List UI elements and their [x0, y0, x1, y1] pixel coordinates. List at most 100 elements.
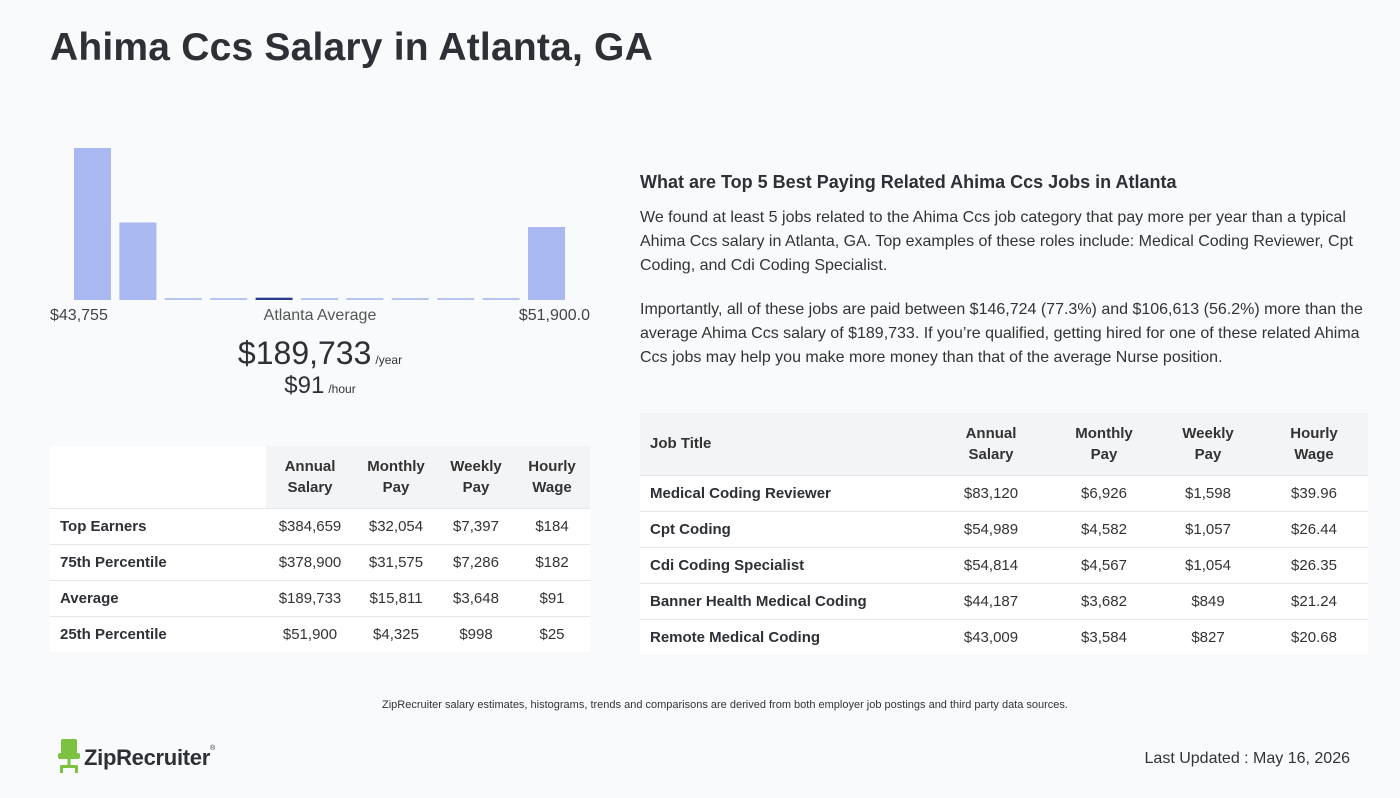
- percentile-table: Annual Salary Monthly Pay Weekly Pay Hou…: [50, 446, 590, 652]
- cell-monthly: $15,811: [354, 579, 438, 616]
- cell-hourly: $25: [514, 615, 590, 652]
- table-row: Cpt Coding $54,989 $4,582 $1,057 $26.44: [640, 510, 1368, 547]
- disclaimer: ZipRecruiter salary estimates, histogram…: [382, 699, 1068, 711]
- histogram-bar: [346, 298, 384, 300]
- cell-hourly: $26.44: [1260, 510, 1368, 547]
- percentile-header-annual: Annual Salary: [266, 446, 354, 508]
- percentile-header-monthly: Monthly Pay: [354, 446, 438, 508]
- histogram-bar: [119, 222, 157, 300]
- histogram-labels: $43,755 Atlanta Average $51,900.0: [50, 307, 590, 327]
- cell-hourly: $39.96: [1260, 474, 1368, 511]
- histogram-max-label: $51,900.0: [518, 307, 590, 324]
- cell-annual: $54,989: [930, 510, 1052, 547]
- chair-icon: [58, 738, 80, 778]
- job-title: Cpt Coding: [640, 510, 930, 547]
- cell-weekly: $1,598: [1156, 474, 1260, 511]
- last-updated: Last Updated : May 16, 2026: [1144, 750, 1350, 767]
- histogram-bar: [391, 298, 429, 300]
- related-jobs-section: What are Top 5 Best Paying Related Ahima…: [640, 172, 1370, 390]
- histogram-bar: [255, 297, 293, 300]
- table-row: Top Earners $384,659 $32,054 $7,397 $184: [50, 507, 590, 544]
- cell-hourly: $184: [514, 507, 590, 544]
- jobs-header-hourly: Hourly Wage: [1260, 413, 1368, 475]
- average-hourly-value: $91: [284, 372, 325, 399]
- cell-hourly: $26.35: [1260, 546, 1368, 583]
- cell-annual: $44,187: [930, 582, 1052, 619]
- cell-annual: $51,900: [266, 615, 354, 652]
- job-title: Cdi Coding Specialist: [640, 546, 930, 583]
- cell-monthly: $3,682: [1052, 582, 1156, 619]
- job-title: Medical Coding Reviewer: [640, 474, 930, 511]
- cell-annual: $43,009: [930, 618, 1052, 655]
- cell-weekly: $849: [1156, 582, 1260, 619]
- row-label: 25th Percentile: [50, 615, 266, 652]
- cell-weekly: $7,286: [438, 543, 514, 580]
- cell-annual: $189,733: [266, 579, 354, 616]
- percentile-header-hourly: Hourly Wage: [514, 446, 590, 508]
- cell-hourly: $182: [514, 543, 590, 580]
- jobs-header-weekly: Weekly Pay: [1156, 413, 1260, 475]
- cell-hourly: $91: [514, 579, 590, 616]
- logo-wordmark: ZipRecruiter: [84, 745, 210, 770]
- histogram-bar: [482, 298, 520, 300]
- cell-monthly: $6,926: [1052, 474, 1156, 511]
- cell-monthly: $31,575: [354, 543, 438, 580]
- histogram-bar: [210, 298, 248, 300]
- cell-monthly: $4,567: [1052, 546, 1156, 583]
- jobs-header-monthly: Monthly Pay: [1052, 413, 1156, 475]
- cell-weekly: $827: [1156, 618, 1260, 655]
- percentile-header-weekly: Weekly Pay: [438, 446, 514, 508]
- percentile-header-blank: [50, 446, 266, 508]
- ziprecruiter-logo[interactable]: ZipRecruiter®: [58, 738, 215, 778]
- average-yearly-value: $189,733: [237, 335, 372, 371]
- histogram-center-label: Atlanta Average: [263, 307, 377, 324]
- row-label: Top Earners: [50, 507, 266, 544]
- histogram-bar: [164, 298, 202, 300]
- cell-weekly: $7,397: [438, 507, 514, 544]
- cell-hourly: $20.68: [1260, 618, 1368, 655]
- average-hourly-unit: /hour: [328, 382, 356, 396]
- cell-hourly: $21.24: [1260, 582, 1368, 619]
- average-yearly: $189,733/year: [50, 335, 590, 372]
- cell-annual: $378,900: [266, 543, 354, 580]
- cell-monthly: $4,582: [1052, 510, 1156, 547]
- related-jobs-detail: Importantly, all of these jobs are paid …: [640, 301, 1363, 366]
- job-title: Remote Medical Coding: [640, 618, 930, 655]
- table-row: Cdi Coding Specialist $54,814 $4,567 $1,…: [640, 546, 1368, 583]
- average-yearly-unit: /year: [375, 353, 403, 367]
- logo-registered-mark: ®: [209, 745, 215, 752]
- histogram-bar: [301, 298, 338, 300]
- logo-text: ZipRecruiter®: [84, 745, 215, 771]
- table-row: Remote Medical Coding $43,009 $3,584 $82…: [640, 618, 1368, 655]
- cell-weekly: $998: [438, 615, 514, 652]
- cell-weekly: $1,054: [1156, 546, 1260, 583]
- histogram-bar: [437, 298, 475, 300]
- row-label: Average: [50, 579, 266, 616]
- cell-monthly: $4,325: [354, 615, 438, 652]
- cell-annual: $384,659: [266, 507, 354, 544]
- jobs-header-annual: Annual Salary: [930, 413, 1052, 475]
- cell-monthly: $3,584: [1052, 618, 1156, 655]
- job-title: Banner Health Medical Coding: [640, 582, 930, 619]
- related-jobs-table: Job Title Annual Salary Monthly Pay Week…: [640, 413, 1368, 655]
- average-hourly: $91/hour: [50, 372, 590, 400]
- jobs-table-header: Job Title Annual Salary Monthly Pay Week…: [640, 413, 1368, 475]
- related-jobs-intro: We found at least 5 jobs related to the …: [640, 209, 1353, 274]
- row-label: 75th Percentile: [50, 543, 266, 580]
- histogram-bar: [528, 227, 565, 300]
- table-row: 25th Percentile $51,900 $4,325 $998 $25: [50, 615, 590, 652]
- cell-annual: $54,814: [930, 546, 1052, 583]
- table-row: Banner Health Medical Coding $44,187 $3,…: [640, 582, 1368, 619]
- histogram-svg: [74, 148, 565, 300]
- cell-weekly: $1,057: [1156, 510, 1260, 547]
- salary-histogram: [50, 120, 590, 302]
- page-title: Ahima Ccs Salary in Atlanta, GA: [50, 26, 653, 69]
- average-pay: $189,733/year $91/hour: [50, 335, 590, 400]
- percentile-table-header: Annual Salary Monthly Pay Weekly Pay Hou…: [50, 446, 590, 508]
- histogram-min-label: $43,755: [50, 307, 108, 324]
- cell-monthly: $32,054: [354, 507, 438, 544]
- related-jobs-heading: What are Top 5 Best Paying Related Ahima…: [640, 172, 1177, 192]
- histogram-bar: [74, 148, 111, 300]
- cell-weekly: $3,648: [438, 579, 514, 616]
- table-row: 75th Percentile $378,900 $31,575 $7,286 …: [50, 543, 590, 580]
